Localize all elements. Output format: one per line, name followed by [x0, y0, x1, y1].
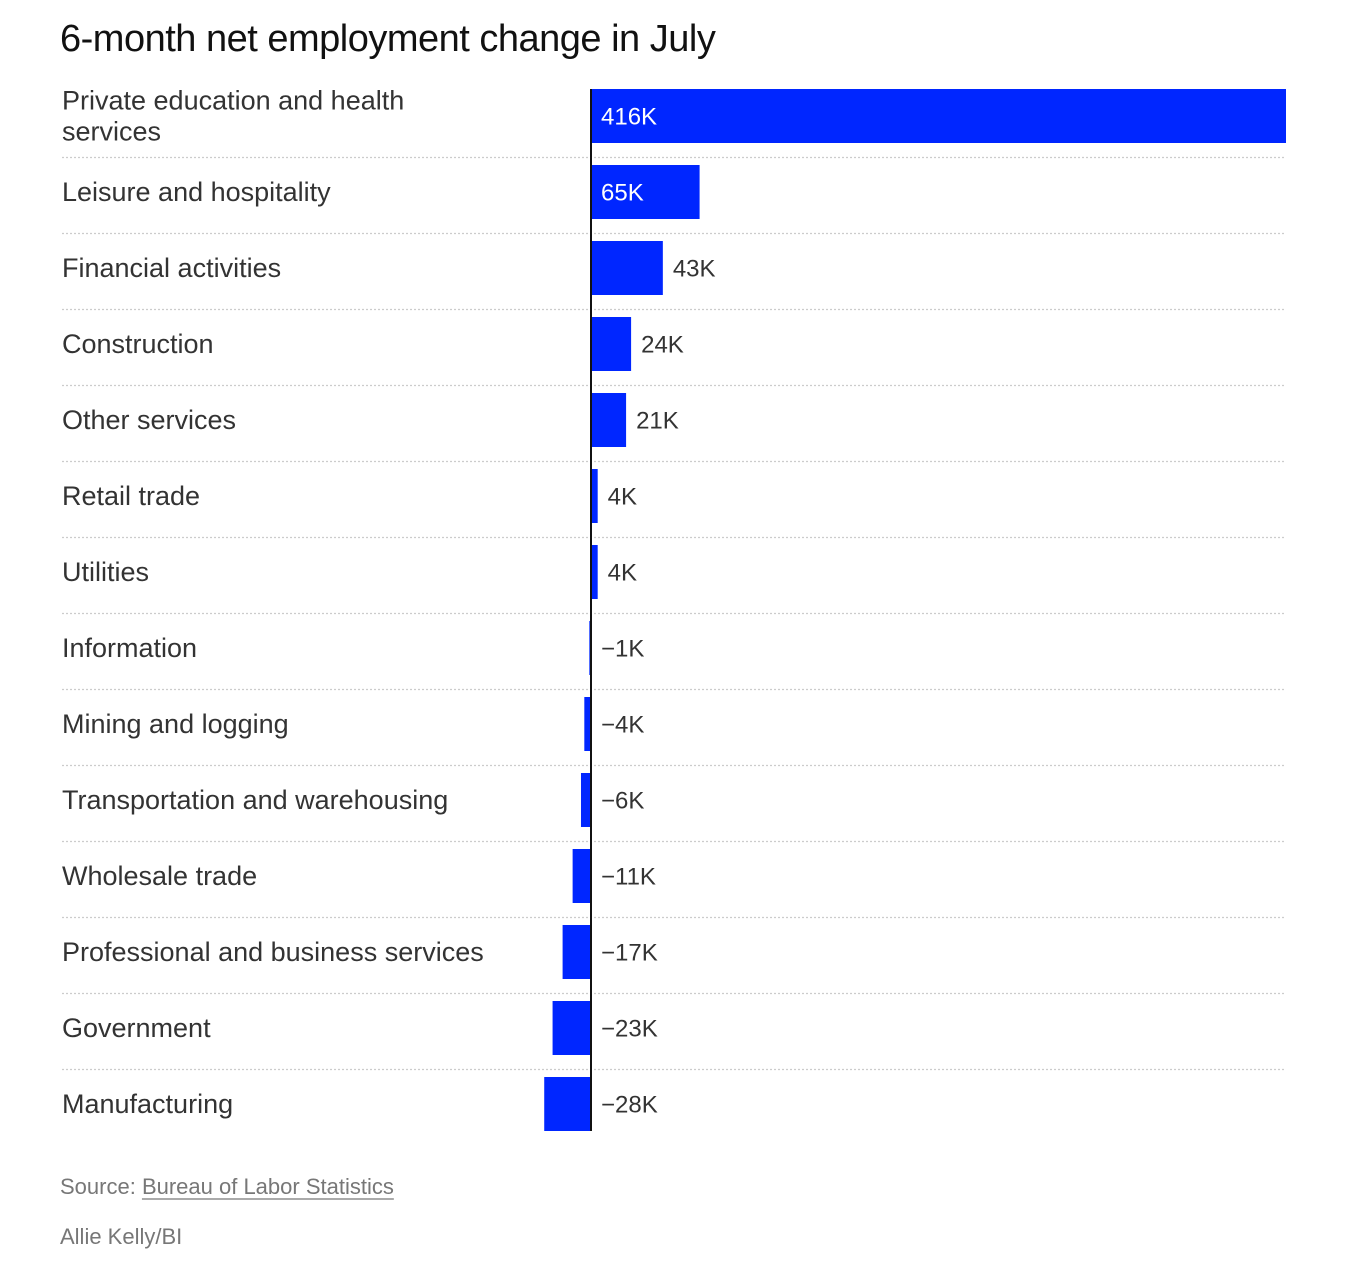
- value-label: 4K: [608, 484, 637, 511]
- value-label: 24K: [641, 332, 684, 359]
- chart-title: 6-month net employment change in July: [60, 18, 716, 60]
- category-label: Manufacturing: [62, 1089, 233, 1119]
- category-label: Information: [62, 633, 197, 663]
- value-label: 65K: [601, 180, 644, 207]
- category-label: Private education and health services: [62, 86, 404, 147]
- value-label: 4K: [608, 560, 637, 587]
- source-prefix: Source:: [60, 1174, 142, 1199]
- bar-other-services: [591, 393, 627, 447]
- category-label: Transportation and warehousing: [62, 785, 448, 815]
- credit-line: Allie Kelly/BI: [60, 1224, 183, 1249]
- category-label: Utilities: [62, 557, 149, 587]
- bar-manufacturing: [544, 1077, 591, 1131]
- value-label: −17K: [601, 940, 658, 967]
- category-label: Retail trade: [62, 481, 200, 511]
- bar-construction: [591, 317, 632, 371]
- bar-wholesale-trade: [572, 849, 591, 903]
- bar-private-education-and-health-services: [591, 89, 1286, 143]
- value-label: 43K: [673, 256, 716, 283]
- bar-professional-and-business-services: [562, 925, 591, 979]
- category-label: Leisure and hospitality: [62, 177, 331, 207]
- value-label: −28K: [601, 1092, 658, 1119]
- category-label: Professional and business services: [62, 937, 484, 967]
- bar-retail-trade: [591, 469, 598, 523]
- category-label: Construction: [62, 329, 214, 359]
- bar-utilities: [591, 545, 598, 599]
- value-label: −1K: [601, 636, 644, 663]
- category-label: Financial activities: [62, 253, 281, 283]
- bar-government: [552, 1001, 591, 1055]
- bar-mining-and-logging: [584, 697, 591, 751]
- value-label: 416K: [601, 104, 657, 131]
- value-label: 21K: [636, 408, 679, 435]
- source-line: Source: Bureau of Labor Statistics: [60, 1174, 394, 1200]
- category-label: Wholesale trade: [62, 861, 257, 891]
- bar-leisure-and-hospitality: [591, 165, 700, 219]
- category-label: Mining and logging: [62, 709, 289, 739]
- bar-financial-activities: [591, 241, 663, 295]
- source-link[interactable]: Bureau of Labor Statistics: [141, 1174, 394, 1199]
- category-label: Government: [62, 1013, 211, 1043]
- value-label: −23K: [601, 1016, 658, 1043]
- value-label: −6K: [601, 788, 644, 815]
- value-label: −11K: [601, 864, 656, 891]
- category-label: Other services: [62, 405, 236, 435]
- bar-chart: Private education and health services 416K…: [62, 86, 1286, 1131]
- bar-transportation-and-warehousing: [580, 773, 591, 827]
- value-label: −4K: [601, 712, 644, 739]
